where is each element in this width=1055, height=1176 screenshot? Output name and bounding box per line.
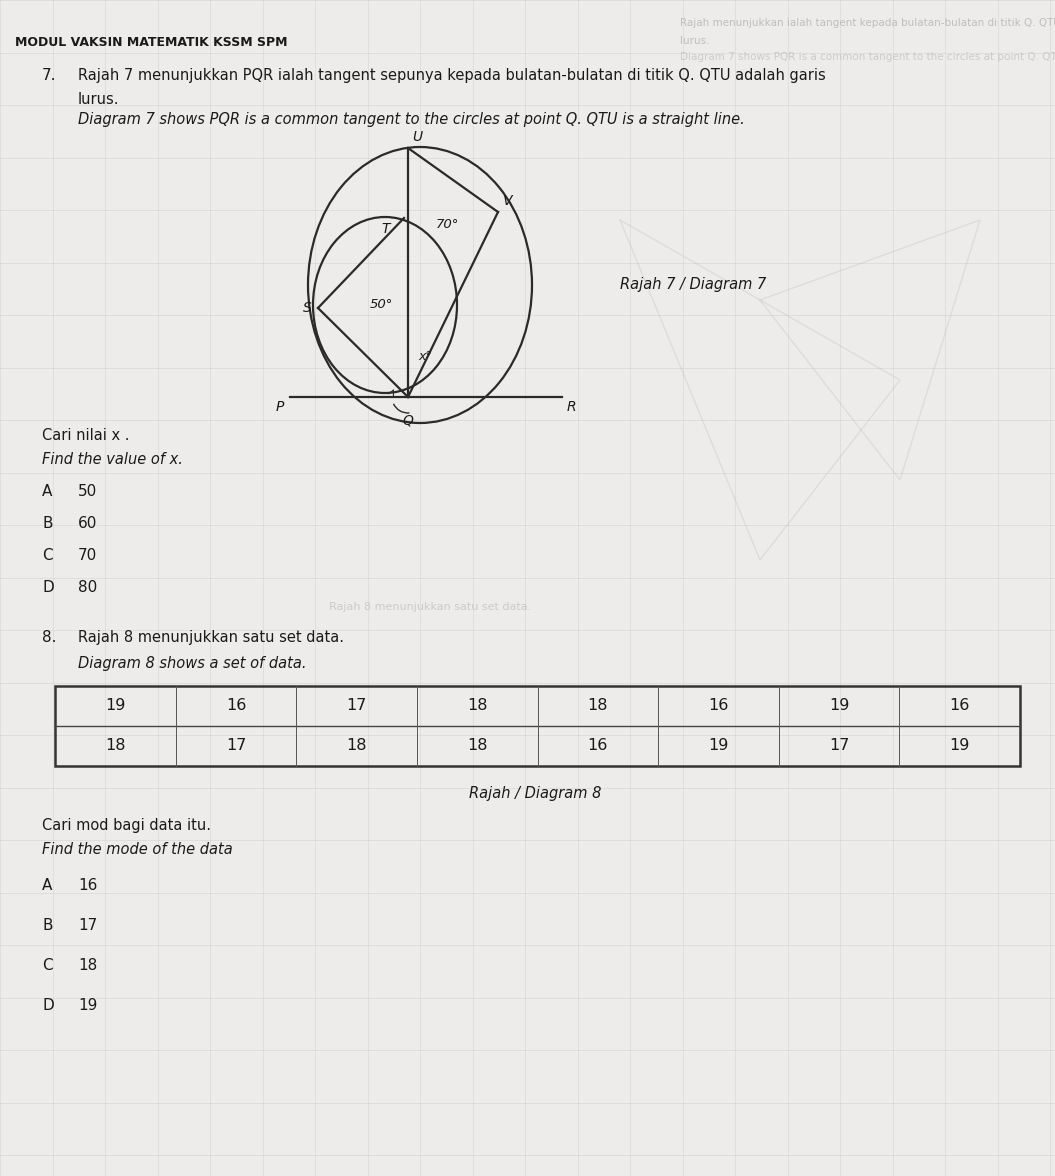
Text: 19: 19 (78, 998, 97, 1013)
Text: 50: 50 (78, 485, 97, 499)
Text: lurus.: lurus. (78, 92, 119, 107)
Text: lurus.: lurus. (680, 36, 710, 46)
Text: 19: 19 (708, 739, 729, 754)
Text: B: B (42, 516, 53, 532)
Text: 18: 18 (467, 699, 487, 714)
Text: C: C (42, 958, 53, 973)
Text: Find the value of x.: Find the value of x. (42, 452, 183, 467)
Text: 80: 80 (78, 580, 97, 595)
Text: R: R (567, 400, 577, 414)
Text: 16: 16 (708, 699, 729, 714)
Text: 16: 16 (588, 739, 608, 754)
Text: Diagram 7 shows PQR is a common tangent to the circles at point Q. QTU is a stra: Diagram 7 shows PQR is a common tangent … (78, 112, 745, 127)
Text: S: S (303, 301, 312, 315)
Text: MODUL VAKSIN MATEMATIK KSSM SPM: MODUL VAKSIN MATEMATIK KSSM SPM (15, 35, 288, 48)
Text: 19: 19 (106, 699, 126, 714)
Text: 18: 18 (588, 699, 608, 714)
Text: 19: 19 (950, 739, 970, 754)
Text: A: A (42, 878, 53, 893)
Text: B: B (42, 918, 53, 933)
Text: Rajah 7 / Diagram 7: Rajah 7 / Diagram 7 (620, 278, 766, 293)
Text: 60: 60 (78, 516, 97, 532)
Text: Rajah menunjukkan ialah tangent kepada bulatan-bulatan di titik Q. QTU adalah ga: Rajah menunjukkan ialah tangent kepada b… (680, 18, 1055, 28)
Text: U: U (413, 131, 422, 143)
Text: 50°: 50° (370, 298, 394, 310)
Text: 7.: 7. (42, 68, 57, 83)
Bar (55, 686, 1020, 766)
Text: Q: Q (403, 413, 414, 427)
Text: Find the mode of the data: Find the mode of the data (42, 842, 233, 857)
Text: V: V (503, 194, 513, 208)
Text: 17: 17 (226, 739, 246, 754)
Text: 70°: 70° (436, 218, 459, 230)
Text: Diagram 7 shows PQR is a common tangent to the circles at point Q. QTU is a stra: Diagram 7 shows PQR is a common tangent … (680, 52, 1055, 62)
Text: Rajah 8 menunjukkan satu set data.: Rajah 8 menunjukkan satu set data. (78, 630, 344, 644)
Text: 17: 17 (829, 739, 849, 754)
Text: Rajah 8 menunjukkan satu set data.: Rajah 8 menunjukkan satu set data. (329, 602, 531, 612)
Text: A: A (42, 485, 53, 499)
Text: D: D (42, 580, 54, 595)
Text: 8.: 8. (42, 630, 57, 644)
Text: 18: 18 (346, 739, 367, 754)
Text: 18: 18 (106, 739, 126, 754)
Text: 18: 18 (467, 739, 487, 754)
Text: Diagram 8 shows a set of data.: Diagram 8 shows a set of data. (78, 656, 307, 671)
Text: P: P (275, 400, 284, 414)
Text: 70: 70 (78, 548, 97, 563)
Text: 17: 17 (346, 699, 367, 714)
Text: D: D (42, 998, 54, 1013)
Text: 16: 16 (226, 699, 246, 714)
Text: x°: x° (418, 350, 431, 363)
Text: 16: 16 (78, 878, 97, 893)
Text: Cari mod bagi data itu.: Cari mod bagi data itu. (42, 818, 211, 833)
Text: 19: 19 (829, 699, 849, 714)
Text: Rajah 7 menunjukkan PQR ialah tangent sepunya kepada bulatan-bulatan di titik Q.: Rajah 7 menunjukkan PQR ialah tangent se… (78, 68, 826, 83)
Text: Cari nilai x .: Cari nilai x . (42, 428, 130, 443)
Text: 16: 16 (950, 699, 970, 714)
Text: 18: 18 (78, 958, 97, 973)
Text: 17: 17 (78, 918, 97, 933)
Text: T: T (382, 222, 390, 236)
Text: C: C (42, 548, 53, 563)
Text: Rajah / Diagram 8: Rajah / Diagram 8 (468, 786, 601, 801)
